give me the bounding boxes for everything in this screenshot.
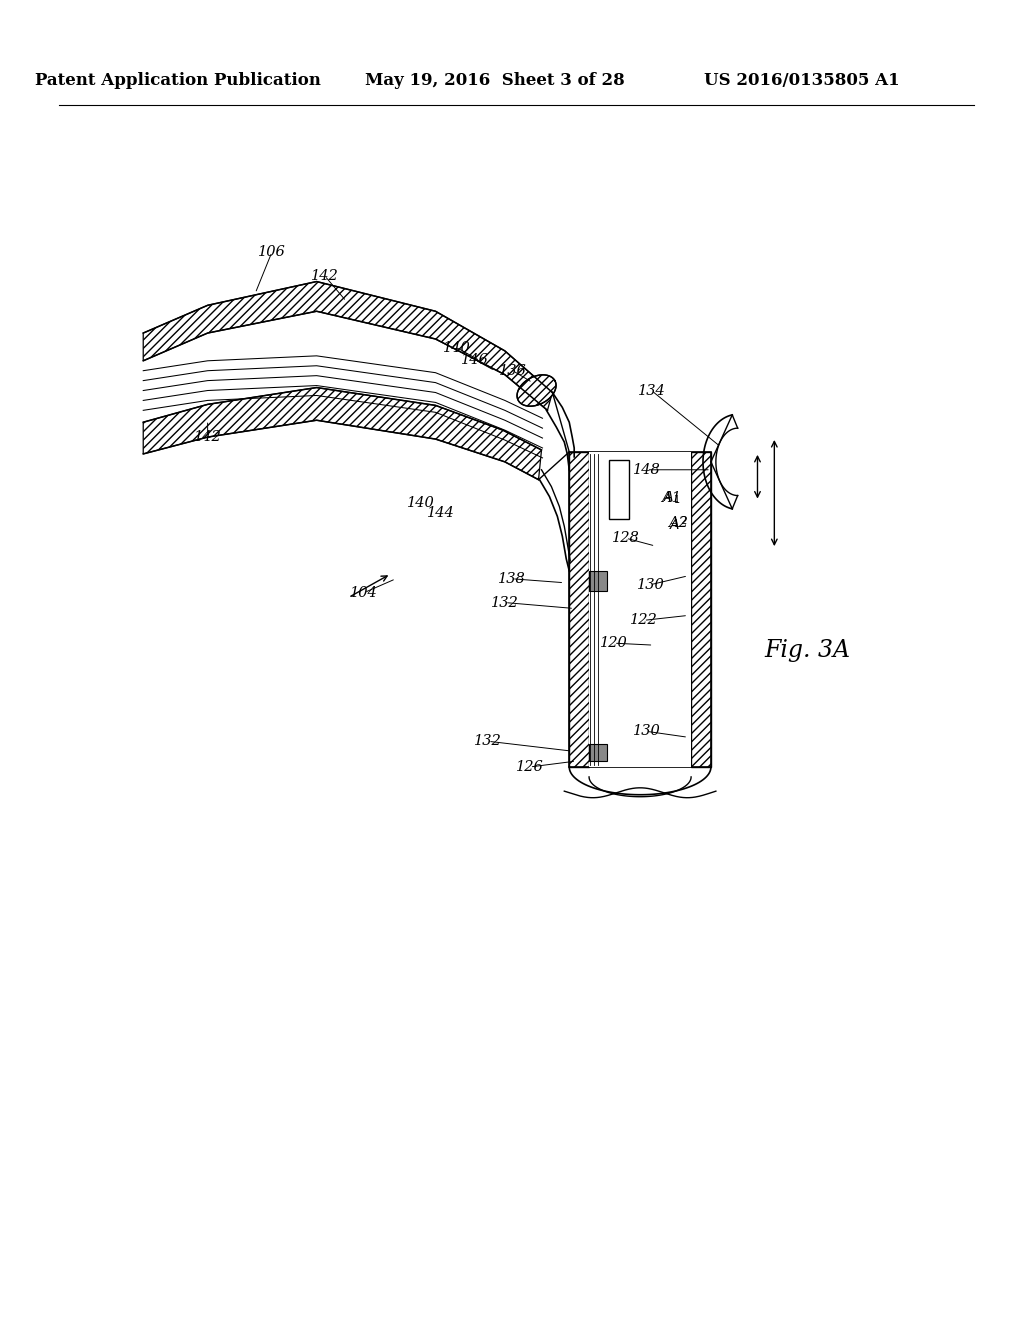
Text: 128: 128 bbox=[612, 531, 640, 545]
Text: 142: 142 bbox=[310, 268, 338, 282]
Text: 106: 106 bbox=[258, 244, 286, 259]
Text: 120: 120 bbox=[600, 636, 628, 651]
Text: 146: 146 bbox=[461, 352, 489, 367]
Text: 126: 126 bbox=[516, 760, 544, 774]
Text: Patent Application Publication: Patent Application Publication bbox=[35, 71, 321, 88]
Text: 134: 134 bbox=[638, 384, 666, 397]
Text: $A^2$: $A^2$ bbox=[669, 513, 687, 532]
Polygon shape bbox=[589, 451, 691, 767]
Text: 122: 122 bbox=[630, 614, 657, 627]
Polygon shape bbox=[609, 459, 629, 519]
Text: May 19, 2016  Sheet 3 of 28: May 19, 2016 Sheet 3 of 28 bbox=[366, 71, 625, 88]
Text: A1: A1 bbox=[662, 491, 681, 504]
Text: 138: 138 bbox=[498, 572, 525, 586]
Text: 130: 130 bbox=[637, 578, 665, 591]
Text: 142: 142 bbox=[194, 430, 221, 444]
Text: $A_1$: $A_1$ bbox=[663, 490, 680, 506]
Polygon shape bbox=[143, 281, 552, 411]
Text: 140: 140 bbox=[443, 341, 471, 355]
Polygon shape bbox=[143, 388, 542, 479]
Text: US 2016/0135805 A1: US 2016/0135805 A1 bbox=[705, 71, 900, 88]
Text: 130: 130 bbox=[633, 725, 660, 738]
Polygon shape bbox=[589, 744, 607, 762]
Polygon shape bbox=[517, 375, 556, 407]
Text: 132: 132 bbox=[474, 734, 502, 748]
Text: A2: A2 bbox=[669, 516, 688, 531]
Text: 148: 148 bbox=[633, 463, 660, 477]
Polygon shape bbox=[569, 451, 589, 767]
Text: 132: 132 bbox=[490, 595, 519, 610]
Text: 104: 104 bbox=[350, 586, 378, 599]
Text: 136: 136 bbox=[499, 364, 526, 378]
Text: 140: 140 bbox=[407, 496, 434, 511]
Polygon shape bbox=[589, 570, 607, 590]
Bar bbox=[569, 451, 711, 767]
Polygon shape bbox=[691, 451, 711, 767]
Text: 144: 144 bbox=[427, 507, 455, 520]
Text: Fig. 3A: Fig. 3A bbox=[765, 639, 850, 661]
